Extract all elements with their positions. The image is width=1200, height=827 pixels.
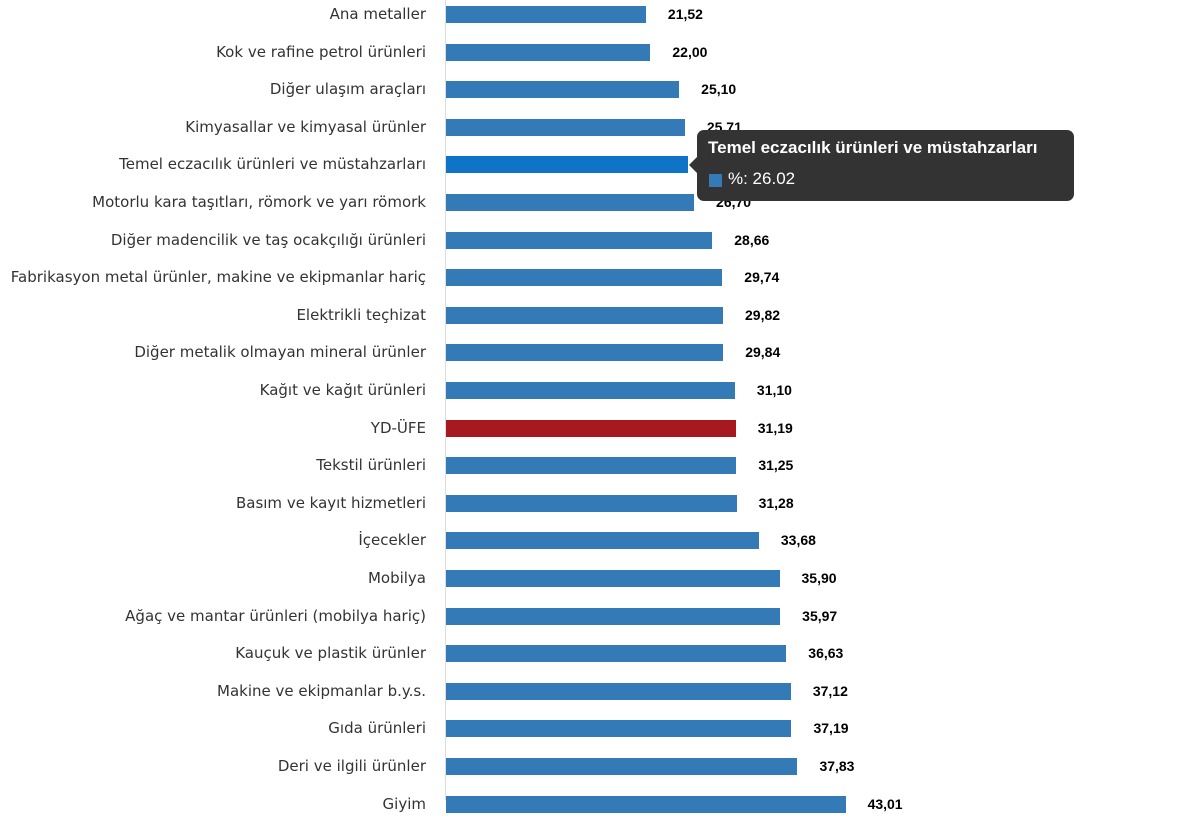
bar[interactable] (446, 156, 688, 174)
bar[interactable] (446, 269, 723, 287)
bar[interactable] (446, 795, 846, 813)
bar-row: Kauçuk ve plastik ürünler 36,63 (0, 639, 1200, 676)
value-label: 37,83 (819, 758, 855, 774)
category-label: Diğer metalik olmayan mineral ürünler (134, 343, 426, 362)
bar-row: Ağaç ve mantar ürünleri (mobilya hariç) 3… (0, 602, 1200, 639)
tooltip: Temel eczacılık ürünleri ve müstahzarlar… (689, 130, 1074, 201)
bar-row: Kağıt ve kağıt ürünleri 31,10 (0, 376, 1200, 413)
bar-row: Elektrikli teçhizat 29,82 (0, 301, 1200, 338)
bar-row: Basım ve kayıt hizmetleri 31,28 (0, 489, 1200, 526)
tooltip-value: %: 26.02 (728, 169, 796, 188)
bar-row: Fabrikasyon metal ürünler, makine ve eki… (0, 263, 1200, 300)
bar-row: Mobilya 35,90 (0, 564, 1200, 601)
bar[interactable] (446, 720, 792, 738)
category-label: Giyim (382, 794, 426, 813)
category-label: Ana metaller (329, 5, 426, 23)
category-label: Diğer madencilik ve taş ocakçılığı ürünl… (110, 230, 426, 249)
category-label: Gıda ürünleri (328, 719, 426, 738)
bar[interactable] (446, 758, 798, 775)
category-label: Temel eczacılık ürünleri ve müstahzarlar… (119, 155, 426, 174)
bar-row: Diğer madencilik ve taş ocakçılığı ürünl… (0, 226, 1200, 263)
value-label: 36,63 (808, 645, 844, 662)
bar[interactable] (446, 382, 735, 399)
bar-row: Tekstil ürünleri 31,25 (0, 451, 1200, 488)
category-label: Basım ve kayıt hizmetleri (235, 493, 426, 512)
bar-row: Gıda ürünleri 37,19 (0, 714, 1200, 751)
bar-row: İçecekler 33,68 (0, 526, 1200, 563)
category-label: Kağıt ve kağıt ürünleri (259, 381, 426, 399)
bar[interactable] (446, 419, 736, 437)
bar[interactable] (446, 306, 724, 324)
bar-row: YD-ÜFE 31,19 (0, 414, 1200, 451)
bar[interactable] (446, 81, 680, 99)
bar[interactable] (446, 570, 780, 587)
bar[interactable] (446, 118, 685, 136)
category-label: İçecekler (358, 531, 426, 550)
bar[interactable] (446, 6, 646, 23)
value-label: 35,97 (802, 607, 838, 624)
category-label: Kimyasallar ve kimyasal ürünler (185, 117, 426, 136)
bar[interactable] (446, 607, 781, 625)
category-label: Kauçuk ve plastik ürünler (235, 644, 426, 663)
value-label: 31,25 (758, 457, 794, 474)
value-label: 29,74 (744, 269, 780, 286)
bar-row: Motorlu kara taşıtları, römork ve yarı r… (0, 188, 1200, 225)
value-label: 29,82 (745, 306, 781, 323)
bar[interactable] (446, 645, 787, 663)
category-label: Elektrikli teçhizat (296, 305, 426, 324)
value-label: 33,68 (780, 532, 816, 549)
category-label: YD-ÜFE (370, 418, 426, 437)
category-label: Tekstil ürünleri (316, 456, 426, 475)
bar[interactable] (446, 231, 713, 249)
value-label: 28,66 (734, 231, 770, 248)
bar[interactable] (446, 532, 759, 550)
value-label: 43,01 (867, 795, 903, 812)
bar-row: Diğer metalik olmayan mineral ürünler 29,… (0, 338, 1200, 375)
bar[interactable] (446, 194, 695, 211)
value-label: 37,12 (812, 682, 848, 699)
category-axis-line (445, 0, 446, 800)
category-label: Makine ve ekipmanlar b.y.s. (217, 681, 426, 700)
bar[interactable] (446, 457, 737, 475)
bar[interactable] (446, 43, 651, 61)
category-label: Diğer ulaşım araçları (269, 80, 426, 99)
category-label: Deri ve ilgili ürünler (277, 757, 426, 775)
bar[interactable] (446, 682, 791, 700)
value-label: 29,84 (745, 344, 781, 361)
bar[interactable] (446, 494, 737, 512)
value-label: 35,90 (801, 570, 837, 586)
value-label: 37,19 (813, 720, 849, 737)
category-label: Fabrikasyon metal ürünler, makine ve eki… (10, 268, 426, 287)
bar-row: Ana metaller 21,52 (0, 0, 1200, 37)
value-label: 31,10 (756, 382, 792, 398)
bar-row: Makine ve ekipmanlar b.y.s. 37,12 (0, 677, 1200, 714)
value-label: 21,52 (667, 6, 703, 22)
category-label: Kok ve rafine petrol ürünleri (216, 42, 426, 61)
bar-row: Giyim 43,01 (0, 790, 1200, 827)
bar-row: Diğer ulaşım araçları 25,10 (0, 75, 1200, 112)
category-label: Mobilya (367, 569, 426, 587)
category-label: Ağaç ve mantar ürünleri (mobilya hariç) (125, 606, 426, 625)
bar-row: Deri ve ilgili ürünler 37,83 (0, 752, 1200, 789)
value-label: 31,19 (757, 419, 793, 436)
value-label: 31,28 (758, 494, 794, 511)
category-label: Motorlu kara taşıtları, römork ve yarı r… (92, 193, 426, 211)
tooltip-series-swatch (709, 174, 722, 187)
bar-row: Kok ve rafine petrol ürünleri 22,00 (0, 38, 1200, 75)
value-label: 22,00 (672, 43, 708, 60)
tooltip-title: Temel eczacılık ürünleri ve müstahzarlar… (708, 138, 1038, 157)
bar[interactable] (446, 344, 724, 362)
value-label: 25,10 (701, 81, 737, 98)
